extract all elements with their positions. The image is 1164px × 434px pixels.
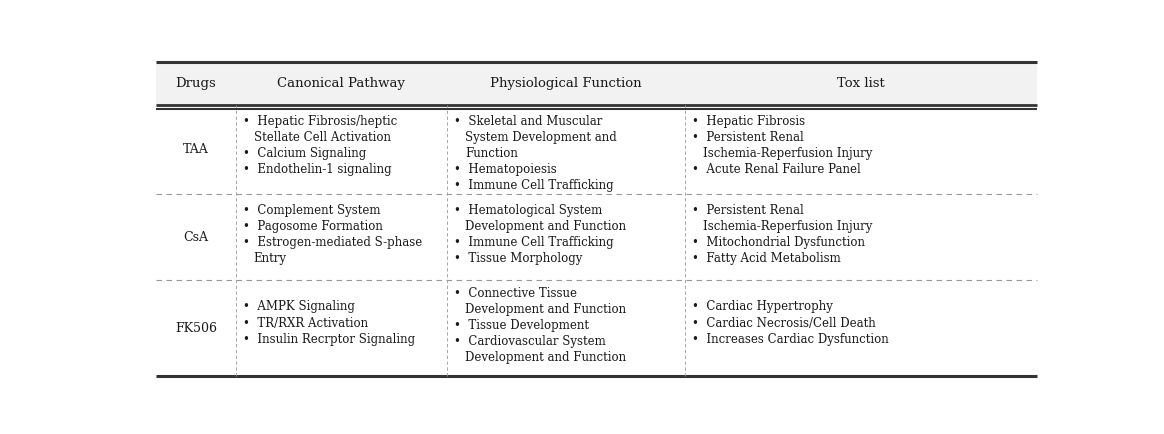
- Text: •  Mitochondrial Dysfunction: • Mitochondrial Dysfunction: [691, 236, 865, 249]
- Text: •  Complement System: • Complement System: [243, 204, 381, 217]
- Text: •  Fatty Acid Metabolism: • Fatty Acid Metabolism: [691, 252, 840, 265]
- Text: •  Skeletal and Muscular: • Skeletal and Muscular: [454, 115, 603, 128]
- Text: TAA: TAA: [183, 143, 208, 156]
- Text: Tox list: Tox list: [837, 77, 885, 90]
- Text: Development and Function: Development and Function: [464, 303, 626, 316]
- Text: •  Cardiac Necrosis/Cell Death: • Cardiac Necrosis/Cell Death: [691, 316, 875, 329]
- Text: Development and Function: Development and Function: [464, 351, 626, 364]
- Text: CsA: CsA: [184, 231, 208, 244]
- Text: •  Immune Cell Trafficking: • Immune Cell Trafficking: [454, 236, 613, 249]
- Text: Function: Function: [464, 147, 518, 160]
- Text: •  TR/RXR Activation: • TR/RXR Activation: [243, 316, 368, 329]
- Text: •  Pagosome Formation: • Pagosome Formation: [243, 220, 383, 233]
- Text: Physiological Function: Physiological Function: [490, 77, 641, 90]
- Text: FK506: FK506: [175, 322, 217, 335]
- Text: Canonical Pathway: Canonical Pathway: [277, 77, 405, 90]
- Text: Entry: Entry: [254, 252, 286, 265]
- Text: Drugs: Drugs: [176, 77, 217, 90]
- Bar: [156, 62, 1037, 105]
- Text: •  Acute Renal Failure Panel: • Acute Renal Failure Panel: [691, 163, 860, 176]
- Text: •  Calcium Signaling: • Calcium Signaling: [243, 147, 365, 160]
- Text: •  Estrogen-mediated S-phase: • Estrogen-mediated S-phase: [243, 236, 423, 249]
- Text: Stellate Cell Activation: Stellate Cell Activation: [254, 131, 391, 144]
- Text: •  Tissue Development: • Tissue Development: [454, 319, 589, 332]
- Text: •  Hepatic Fibrosis: • Hepatic Fibrosis: [691, 115, 805, 128]
- Text: Development and Function: Development and Function: [464, 220, 626, 233]
- Text: •  Endothelin-1 signaling: • Endothelin-1 signaling: [243, 163, 391, 176]
- Text: Ischemia-Reperfusion Injury: Ischemia-Reperfusion Injury: [703, 220, 872, 233]
- Text: •  AMPK Signaling: • AMPK Signaling: [243, 300, 355, 313]
- Text: •  Hepatic Fibrosis/heptic: • Hepatic Fibrosis/heptic: [243, 115, 397, 128]
- Text: •  Immune Cell Trafficking: • Immune Cell Trafficking: [454, 179, 613, 192]
- Text: •  Persistent Renal: • Persistent Renal: [691, 131, 803, 144]
- Text: •  Cardiac Hypertrophy: • Cardiac Hypertrophy: [691, 300, 832, 313]
- Text: •  Hematopoiesis: • Hematopoiesis: [454, 163, 556, 176]
- Text: •  Hematological System: • Hematological System: [454, 204, 602, 217]
- Text: •  Tissue Morphology: • Tissue Morphology: [454, 252, 582, 265]
- Text: •  Persistent Renal: • Persistent Renal: [691, 204, 803, 217]
- Text: •  Increases Cardiac Dysfunction: • Increases Cardiac Dysfunction: [691, 332, 888, 345]
- Text: •  Cardiovascular System: • Cardiovascular System: [454, 335, 605, 348]
- Text: •  Insulin Recrptor Signaling: • Insulin Recrptor Signaling: [243, 332, 414, 345]
- Text: System Development and: System Development and: [464, 131, 617, 144]
- Text: Ischemia-Reperfusion Injury: Ischemia-Reperfusion Injury: [703, 147, 872, 160]
- Text: •  Connective Tissue: • Connective Tissue: [454, 287, 577, 300]
